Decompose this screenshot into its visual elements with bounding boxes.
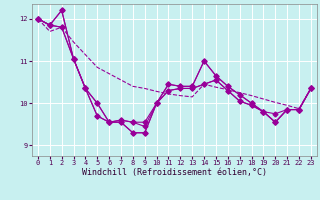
X-axis label: Windchill (Refroidissement éolien,°C): Windchill (Refroidissement éolien,°C) <box>82 168 267 177</box>
